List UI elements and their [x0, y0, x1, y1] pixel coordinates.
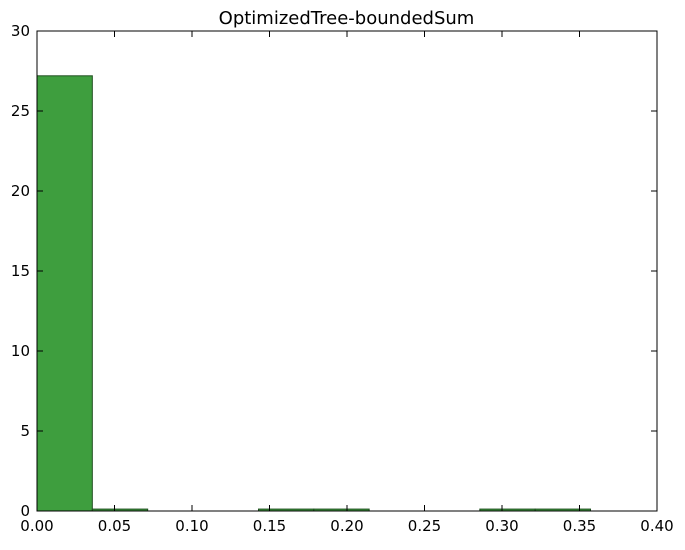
- bars-group: [36, 75, 592, 512]
- y-tick-label: 20: [11, 182, 30, 200]
- x-tick-label: 0.10: [175, 517, 208, 535]
- y-tick-label: 25: [11, 102, 30, 120]
- x-tick-label: 0.15: [253, 517, 286, 535]
- y-tick-labels: 0 5 10 15 20 25 30: [11, 22, 30, 520]
- x-tick-label: 0.20: [330, 517, 363, 535]
- histogram-bar-0: [36, 75, 93, 512]
- y-tick-label: 30: [11, 22, 30, 40]
- plot-frame: [36, 30, 658, 512]
- y-tick-label: 10: [11, 342, 30, 360]
- x-tick-label: 0.40: [640, 517, 673, 535]
- ticks-group: [36, 30, 658, 512]
- x-tick-label: 0.00: [20, 517, 53, 535]
- x-tick-label: 0.05: [98, 517, 131, 535]
- x-tick-label: 0.30: [485, 517, 518, 535]
- y-tick-label: 5: [20, 422, 30, 440]
- x-tick-label: 0.25: [408, 517, 441, 535]
- x-tick-label: 0.35: [563, 517, 596, 535]
- y-tick-label: 0: [20, 502, 30, 520]
- x-tick-labels: 0.00 0.05 0.10 0.15 0.20 0.25 0.30 0.35 0.40: [20, 517, 673, 535]
- y-tick-label: 15: [11, 262, 30, 280]
- chart-title: OptimizedTree-boundedSum: [219, 8, 475, 29]
